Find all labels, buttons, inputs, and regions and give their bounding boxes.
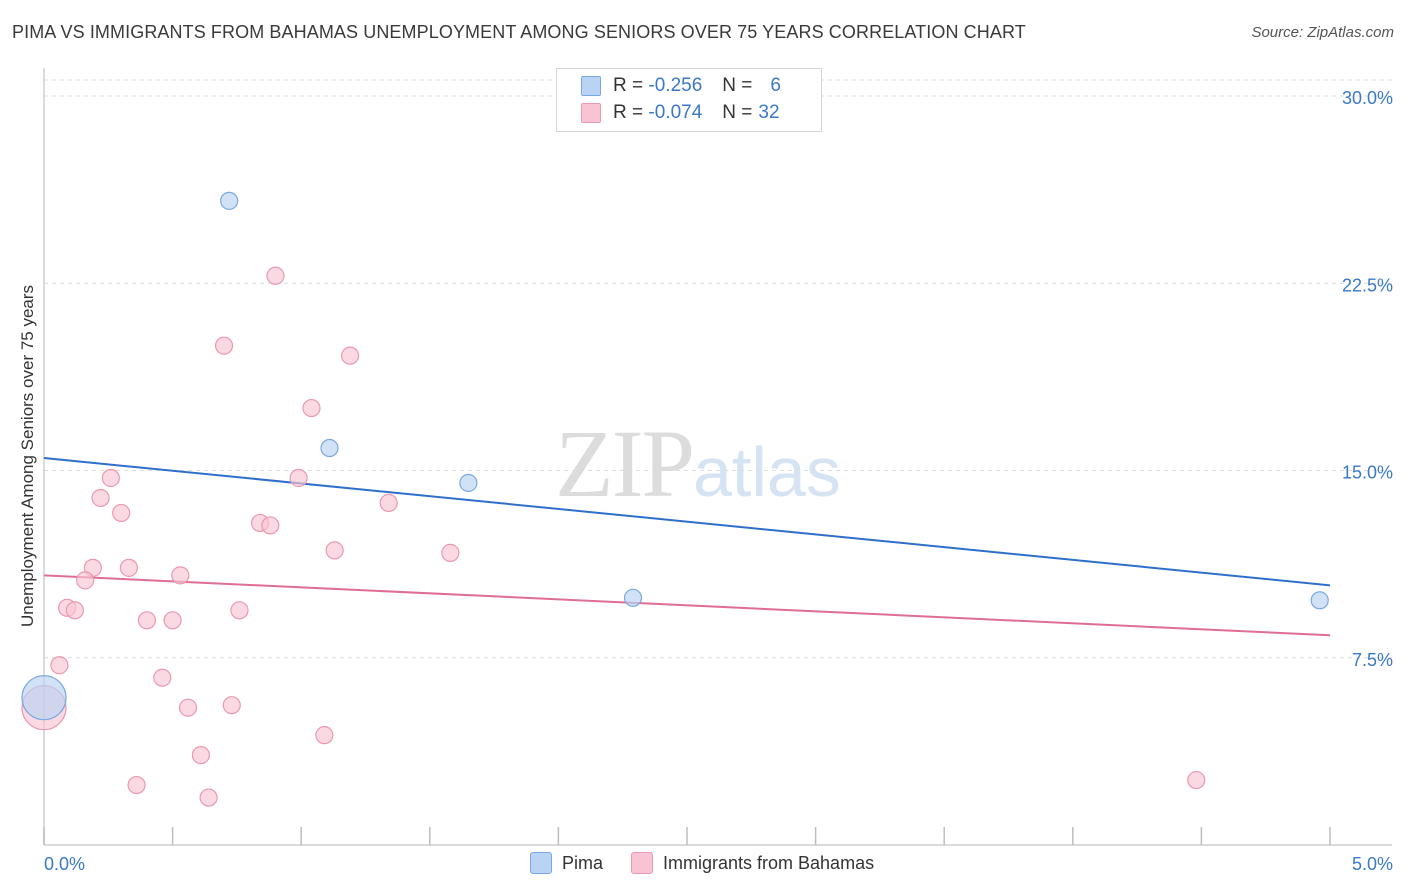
legend-row-pima: R = -0.256 N = 6 [581,73,781,99]
bahamas-point-5 [289,468,308,488]
bahamas-point-15 [171,566,190,585]
trend-line-pima [43,457,1331,587]
pima-swatch [581,76,601,96]
pima-r-label: R = [613,75,644,96]
bahamas-point-11 [325,541,344,560]
pima-point-0 [220,191,239,210]
x-tick-label-1: 5.0% [1352,854,1393,874]
bahamas-point-26 [315,726,334,745]
bahamas-point-24 [178,698,198,717]
data-points [21,191,1329,807]
bahamas-point-30 [1187,770,1206,790]
bahamas-point-12 [441,543,460,562]
pima-point-3 [623,588,643,607]
y-tick-label-2: 15.0% [1342,463,1393,483]
bahamas-point-7 [379,493,398,513]
bahamas-point-0 [266,266,285,285]
bahamas-point-2 [340,346,360,365]
trend-line-bahamas [43,574,1331,637]
bahamas-legend-swatch [631,852,654,874]
watermark-zip: ZIP [555,410,695,517]
axes [43,68,1392,846]
pima-legend-swatch [530,852,552,874]
pima-n-label: N = [722,75,753,96]
correlation-legend: R = -0.256 N = 6 R = -0.074 N = 32 [556,68,822,132]
pima-r-value: -0.256 [648,75,703,96]
bahamas-point-1 [214,336,234,355]
bahamas-point-18 [65,601,84,620]
bahamas-point-8 [112,503,131,523]
bahamas-point-16 [76,571,95,590]
bahamas-n-label: N = [722,102,753,123]
bahamas-point-25 [222,696,241,715]
bahamas-point-4 [101,468,120,488]
legend-item-pima[interactable]: Pima [530,852,603,874]
legend-item-bahamas[interactable]: Immigrants from Bahamas [631,852,874,874]
pima-point-5 [21,675,67,721]
bahamas-n-value: 32 [758,102,780,123]
bahamas-point-3 [302,398,321,418]
bahamas-point-20 [137,611,156,630]
bahamas-legend-label: Immigrants from Bahamas [663,852,875,873]
watermark-atlas: atlas [693,433,841,511]
bahamas-point-6 [91,488,110,508]
bahamas-point-14 [119,558,138,577]
series-legend: Pima Immigrants from Bahamas [530,852,902,874]
pima-point-1 [320,438,339,458]
x-tick-label-0: 0.0% [44,854,85,874]
pima-point-2 [459,473,478,493]
bahamas-point-21 [163,611,182,630]
chart-title: PIMA VS IMMIGRANTS FROM BAHAMAS UNEMPLOY… [12,22,1026,42]
bahamas-r-label: R = [613,102,644,123]
bahamas-point-22 [50,656,69,675]
bahamas-point-10 [261,516,280,535]
bahamas-r-value: -0.074 [648,102,703,123]
trend-lines [43,457,1331,637]
y-tick-label-3: 7.5% [1352,650,1393,670]
y-tick-label-1: 22.5% [1342,275,1393,295]
bahamas-point-19 [230,601,249,620]
pima-n-value: 6 [770,75,781,96]
tick-labels: 30.0% 22.5% 15.0% 7.5% 0.0% 5.0% [44,88,1393,874]
legend-row-bahamas: R = -0.074 N = 32 [581,100,780,126]
source-label: Source: ZipAtlas.com [1251,24,1394,41]
bahamas-point-27 [191,746,210,765]
watermark: ZIPatlas [555,408,841,519]
y-tick-label-0: 30.0% [1342,88,1393,108]
bahamas-point-23 [153,668,172,687]
bahamas-point-28 [127,775,146,795]
bahamas-swatch [581,103,601,123]
pima-legend-label: Pima [562,852,604,873]
pima-point-4 [1310,591,1329,610]
bahamas-point-29 [199,788,218,807]
